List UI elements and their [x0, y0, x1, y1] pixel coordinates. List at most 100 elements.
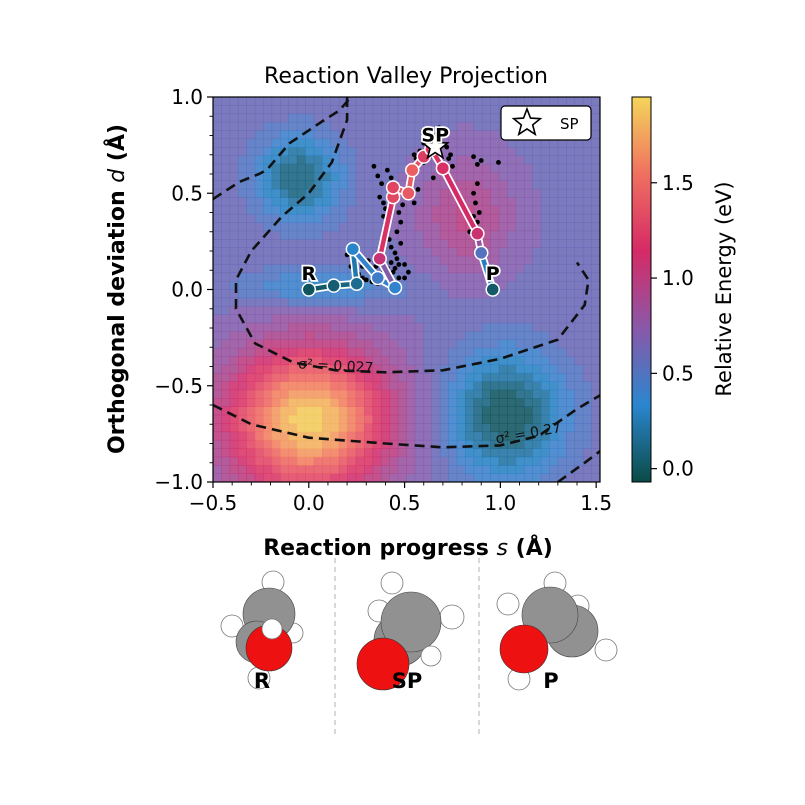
contour-cell [456, 372, 466, 382]
contour-cell [549, 172, 559, 181]
contour-cell [431, 205, 441, 215]
contour-cell [364, 247, 374, 257]
contour-cell [540, 339, 550, 349]
contour-cell [288, 188, 298, 198]
contour-cell [473, 431, 483, 441]
contour-cell [465, 238, 475, 248]
contour-cell [364, 130, 374, 140]
contour-cell [523, 197, 533, 207]
contour-cell [490, 138, 500, 148]
contour-cell [237, 347, 247, 357]
contour-cell [347, 364, 357, 374]
contour-cell [507, 414, 517, 424]
contour-cell [397, 230, 407, 240]
contour-cell [254, 272, 264, 282]
contour-cell [322, 213, 332, 223]
contour-cell [490, 255, 500, 265]
contour-cell [280, 247, 290, 257]
contour-cell [414, 121, 424, 131]
contour-cell [330, 121, 340, 131]
contour-cell [213, 230, 222, 240]
sigma-contour [557, 450, 600, 482]
contour-cell [389, 113, 399, 123]
contour-cell [338, 188, 348, 198]
contour-cell [574, 230, 584, 240]
contour-cell [523, 464, 533, 474]
contour-cell [566, 255, 576, 265]
contour-cell [221, 222, 231, 232]
contour-cell [213, 222, 222, 232]
contour-cell [246, 381, 256, 391]
contour-cell [305, 439, 315, 449]
contour-cell [347, 138, 357, 148]
contour-cell [490, 121, 500, 131]
contour-cell [549, 138, 559, 148]
contour-cell [389, 431, 399, 441]
contour-cell [254, 121, 264, 131]
contour-cell [473, 138, 483, 148]
contour-cell [213, 406, 222, 416]
contour-cell [364, 222, 374, 232]
contour-cell [397, 322, 407, 332]
contour-cell [322, 364, 332, 374]
contour-cell [380, 431, 390, 441]
contour-cell [566, 297, 576, 307]
contour-cell [540, 213, 550, 223]
contour-cell [591, 155, 600, 165]
contour-cell [322, 431, 332, 441]
contour-cell [271, 464, 281, 474]
contour-cell [364, 105, 374, 115]
contour-cell [254, 163, 264, 173]
contour-cell [254, 414, 264, 424]
contour-cell [229, 138, 239, 148]
contour-cell [322, 339, 332, 349]
contour-cell [507, 188, 517, 198]
contour-cell [330, 105, 340, 115]
contour-cell [465, 130, 475, 140]
contour-cell [448, 473, 458, 482]
contour-cell [423, 356, 433, 366]
contour-cell [574, 222, 584, 232]
contour-cell [549, 381, 559, 391]
contour-cell [490, 423, 500, 433]
contour-cell [557, 331, 567, 341]
contour-cell [389, 172, 399, 181]
contour-cell [414, 389, 424, 399]
contour-cell [246, 146, 256, 156]
contour-cell [271, 406, 281, 416]
path-point [435, 160, 451, 176]
contour-cell [515, 414, 525, 424]
contour-cell [456, 414, 466, 424]
contour-cell [263, 305, 273, 315]
contour-cell [271, 456, 281, 466]
contour-cell [271, 297, 281, 307]
contour-cell [280, 97, 290, 106]
contour-cell [490, 247, 500, 257]
contour-cell [423, 280, 433, 290]
contour-cell [322, 297, 332, 307]
contour-cell [221, 431, 231, 441]
contour-cell [288, 130, 298, 140]
point-label: R [301, 263, 316, 285]
contour-cell [406, 464, 416, 474]
contour-cell [423, 372, 433, 382]
contour-cell [237, 172, 247, 181]
contour-cell [213, 297, 222, 307]
contour-cell [372, 423, 382, 433]
contour-cell [532, 230, 542, 240]
contour-cell [280, 389, 290, 399]
contour-cell [389, 372, 399, 382]
contour-cell [389, 130, 399, 140]
contour-cell [221, 264, 231, 274]
contour-cell [448, 423, 458, 433]
contour-cell [439, 356, 449, 366]
contour-cell [406, 213, 416, 223]
contour-cell [456, 406, 466, 416]
contour-cell [540, 439, 550, 449]
contour-cell [288, 222, 298, 232]
contour-cell [557, 414, 567, 424]
contour-cell [380, 172, 390, 181]
contour-cell [473, 372, 483, 382]
contour-cell [473, 464, 483, 474]
contour-cell [330, 381, 340, 391]
